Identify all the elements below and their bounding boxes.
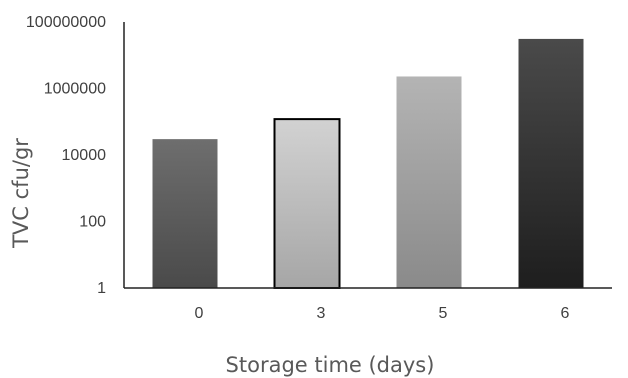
- x-tick-label: 3: [317, 305, 326, 322]
- x-tick-labels: 0 3 5 6: [195, 305, 570, 322]
- bars-group: [152, 38, 584, 290]
- bar-day-6: [518, 38, 584, 288]
- x-tick-label: 5: [439, 305, 448, 322]
- x-axis-title: Storage time (days): [226, 353, 435, 377]
- y-tick-label: 100000000: [26, 14, 106, 31]
- y-tick-label: 1000000: [44, 81, 106, 98]
- bar-day-5: [396, 76, 462, 288]
- bar-day-3: [273, 118, 341, 290]
- y-tick-label: 1: [97, 280, 106, 297]
- bar-day-0: [152, 139, 218, 288]
- y-tick-labels: 1 100 10000 1000000 100000000: [26, 14, 106, 297]
- y-tick-label: 10000: [62, 147, 107, 164]
- y-tick-label: 100: [79, 214, 106, 231]
- y-axis-title: TVC cfu/gr: [9, 138, 33, 249]
- x-tick-label: 6: [561, 305, 570, 322]
- x-tick-label: 0: [195, 305, 204, 322]
